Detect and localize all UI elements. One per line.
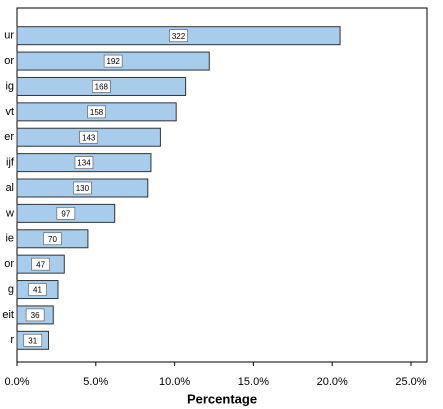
count-label-box (79, 130, 99, 144)
x-axis-label: Percentage (187, 391, 257, 406)
count-label: 322 (172, 32, 186, 41)
y-tick-label: or (4, 258, 14, 270)
count-label: 143 (82, 133, 96, 142)
count-label: 47 (36, 260, 45, 269)
count-label: 134 (77, 159, 91, 168)
y-tick-label: eit (2, 309, 14, 321)
x-tick-label: 10.0% (159, 376, 190, 388)
count-label-box (23, 334, 43, 347)
count-label-box (74, 156, 94, 169)
count-label-box (87, 105, 106, 119)
count-label: 158 (90, 108, 104, 117)
y-tick-label: ijf (6, 157, 15, 169)
count-label-box (25, 308, 45, 322)
count-label-box (92, 80, 111, 93)
x-tick-label: 0.0% (4, 376, 29, 388)
count-label: 168 (95, 83, 109, 92)
y-tick-label: ur (4, 30, 14, 42)
y-tick-label: ie (5, 233, 14, 245)
count-label: 70 (48, 235, 57, 244)
y-tick-label: al (5, 182, 14, 194)
count-label-box (73, 181, 92, 195)
x-tick-label: 5.0% (83, 376, 108, 388)
y-tick-label: vt (5, 106, 14, 118)
count-label-box (43, 232, 62, 246)
count-label: 31 (28, 336, 37, 345)
x-tick-label: 15.0% (238, 376, 269, 388)
y-tick-label: er (4, 131, 14, 143)
count-label: 192 (106, 57, 120, 66)
x-tick-label: 20.0% (317, 376, 348, 388)
count-label-box (56, 207, 76, 220)
count-label: 97 (61, 209, 70, 218)
count-label: 41 (33, 286, 42, 295)
y-tick-label: w (5, 207, 14, 219)
count-label: 36 (31, 311, 40, 320)
y-tick-label: or (4, 55, 14, 67)
count-label-box (169, 29, 188, 42)
x-tick-label: 25.0% (395, 376, 426, 388)
count-label-box (103, 54, 123, 68)
y-tick-label: ig (5, 80, 14, 92)
y-tick-label: g (8, 283, 14, 295)
count-label-box (28, 283, 47, 296)
count-label-box (31, 257, 50, 271)
count-label: 130 (76, 184, 90, 193)
y-tick-label: r (10, 334, 14, 346)
